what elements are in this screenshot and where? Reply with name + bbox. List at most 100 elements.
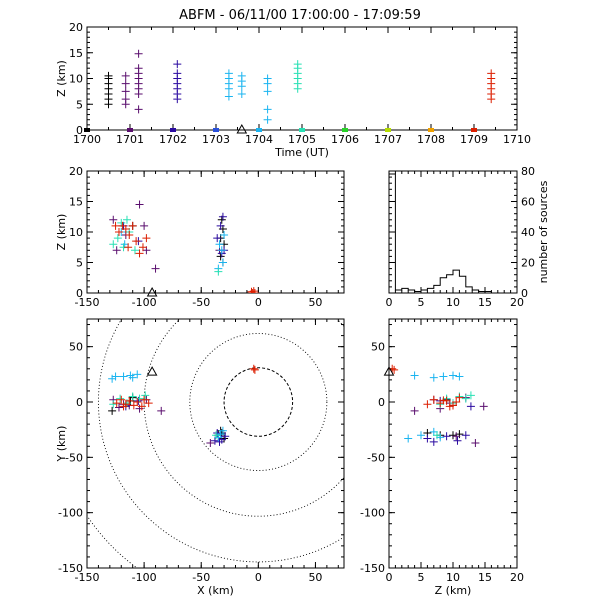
source-point bbox=[466, 391, 475, 400]
y-tick-label: -150 bbox=[360, 562, 385, 575]
source-point bbox=[237, 89, 246, 98]
source-point bbox=[121, 79, 130, 88]
y-tick-label: 5 bbox=[76, 257, 83, 270]
source-point bbox=[429, 427, 438, 436]
y-tick-label: 0 bbox=[521, 287, 528, 300]
source-point bbox=[263, 74, 272, 83]
source-point bbox=[248, 289, 257, 293]
source-point bbox=[214, 267, 223, 276]
x-tick-label: 15 bbox=[478, 571, 492, 584]
source-point bbox=[133, 370, 142, 379]
source-point bbox=[141, 391, 150, 400]
source-point bbox=[117, 395, 126, 404]
source-point bbox=[112, 399, 121, 408]
histogram-bar bbox=[395, 290, 401, 293]
x-tick-label: -50 bbox=[192, 571, 210, 584]
source-point bbox=[439, 372, 448, 381]
x-tick-label: 1703 bbox=[202, 133, 230, 146]
source-point bbox=[212, 431, 221, 440]
y-tick-label: -50 bbox=[65, 451, 83, 464]
source-point bbox=[121, 400, 130, 409]
histogram-bar bbox=[485, 291, 491, 293]
source-point bbox=[132, 237, 141, 246]
y-tick-label: 80 bbox=[521, 165, 535, 178]
source-point bbox=[114, 228, 123, 236]
source-point bbox=[429, 373, 438, 382]
range-rings bbox=[87, 319, 344, 568]
source-point bbox=[113, 234, 122, 243]
source-point bbox=[108, 406, 117, 415]
x-tick-label: 0 bbox=[386, 296, 393, 309]
source-point bbox=[140, 221, 149, 230]
source-points bbox=[389, 364, 488, 447]
y-tick-label: 5 bbox=[76, 98, 83, 111]
y-tick-label: 20 bbox=[69, 21, 83, 34]
histogram-bar bbox=[434, 285, 440, 293]
source-point bbox=[263, 105, 272, 114]
x-tick-label: -100 bbox=[132, 296, 157, 309]
histogram-bar bbox=[402, 288, 408, 293]
x-axis-title: Time (UT) bbox=[274, 146, 329, 159]
x-tick-label: 1708 bbox=[417, 133, 445, 146]
source-point bbox=[125, 396, 134, 405]
station-triangle bbox=[383, 366, 395, 376]
source-points bbox=[104, 49, 496, 124]
y-tick-label: 0 bbox=[378, 396, 385, 409]
y-tick-label: -100 bbox=[360, 507, 385, 520]
source-point bbox=[442, 396, 451, 405]
source-point bbox=[216, 430, 225, 439]
x-tick-label: -150 bbox=[75, 296, 100, 309]
source-point bbox=[417, 431, 425, 440]
source-point bbox=[247, 287, 256, 293]
source-point bbox=[217, 246, 226, 255]
y-tick-label: 20 bbox=[69, 165, 83, 178]
source-point bbox=[121, 71, 130, 80]
histogram-bar bbox=[466, 287, 472, 293]
x-tick-label: 1701 bbox=[116, 133, 144, 146]
plot-frame bbox=[86, 318, 345, 569]
panel-time-height bbox=[84, 26, 518, 134]
x-tick-label: 50 bbox=[308, 296, 322, 309]
y-tick-label: 0 bbox=[76, 287, 83, 300]
source-point bbox=[213, 234, 222, 243]
y-tick-label: 40 bbox=[521, 226, 535, 239]
source-point bbox=[224, 92, 233, 101]
y-tick-label: 0 bbox=[76, 396, 83, 409]
source-point bbox=[116, 394, 125, 403]
source-points bbox=[108, 364, 259, 447]
source-point bbox=[455, 372, 464, 381]
source-point bbox=[108, 374, 117, 383]
x-tick-label: 20 bbox=[510, 571, 524, 584]
y-axis-title: Z (km) bbox=[55, 214, 68, 251]
y-tick-label: -50 bbox=[367, 451, 385, 464]
source-point bbox=[249, 364, 258, 373]
x-tick-label: 5 bbox=[418, 571, 425, 584]
source-point bbox=[429, 395, 438, 404]
panel-x-height bbox=[86, 170, 345, 297]
y-tick-label: 10 bbox=[69, 226, 83, 239]
range-ring bbox=[189, 333, 328, 471]
panel-height-histogram bbox=[388, 170, 518, 294]
y-tick-label: 15 bbox=[69, 47, 83, 60]
source-point bbox=[471, 438, 480, 447]
y-axis-title: Y (km) bbox=[55, 426, 68, 463]
source-point bbox=[109, 215, 118, 224]
source-point bbox=[128, 373, 137, 382]
x-tick-label: 0 bbox=[386, 571, 393, 584]
source-point bbox=[215, 437, 224, 446]
source-point bbox=[410, 406, 419, 415]
source-point bbox=[134, 64, 143, 73]
source-point bbox=[104, 71, 113, 80]
histogram-bar bbox=[415, 291, 421, 293]
station-triangle bbox=[146, 366, 158, 376]
source-point bbox=[250, 365, 259, 374]
source-point bbox=[133, 398, 142, 406]
source-point bbox=[221, 432, 230, 441]
range-ring bbox=[87, 514, 138, 568]
x-tick-label: 1705 bbox=[288, 133, 316, 146]
y-axis-title: Z (km) bbox=[55, 60, 68, 97]
range-ring bbox=[223, 367, 294, 437]
y-tick-label: 60 bbox=[521, 196, 535, 209]
time-marker bbox=[84, 128, 90, 132]
source-point bbox=[173, 60, 182, 69]
